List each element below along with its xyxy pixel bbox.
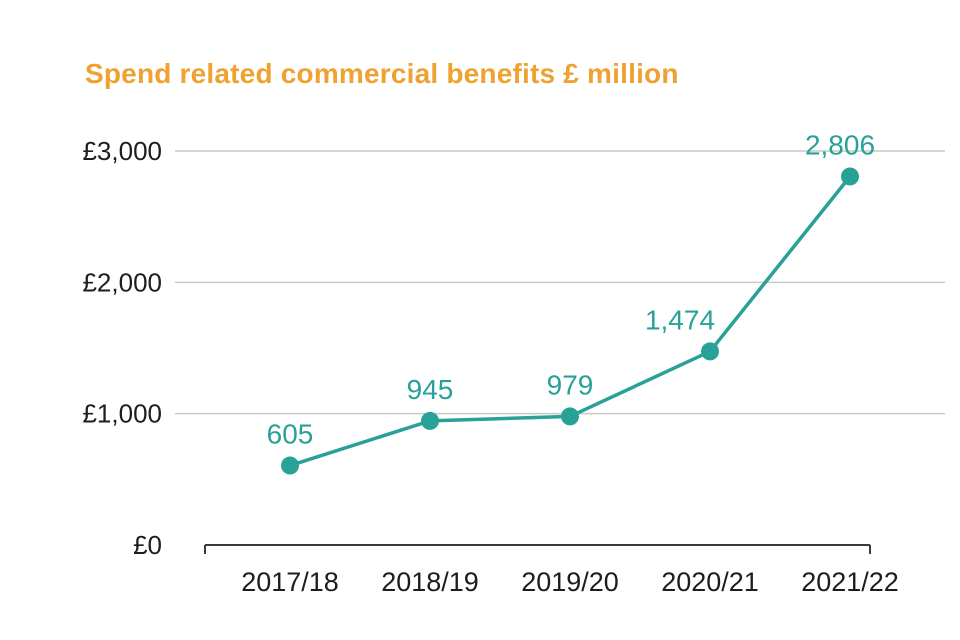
data-point-label: 1,474 <box>645 304 715 335</box>
data-point-label: 979 <box>547 369 594 400</box>
data-point-label: 605 <box>267 419 314 450</box>
data-point <box>281 456 299 475</box>
data-point <box>561 407 579 426</box>
x-axis-tick-label: 2018/19 <box>381 567 479 597</box>
data-point <box>701 342 719 361</box>
y-axis-tick-label: £1,000 <box>82 399 162 429</box>
x-axis-tick-label: 2021/22 <box>801 567 899 597</box>
chart-title: Spend related commercial benefits £ mill… <box>85 58 679 89</box>
data-point <box>421 411 439 430</box>
data-point-label: 2,806 <box>805 129 875 160</box>
y-axis-tick-label: £0 <box>133 530 162 560</box>
x-axis-tick-label: 2017/18 <box>241 567 339 597</box>
y-axis-tick-label: £2,000 <box>82 267 162 297</box>
x-axis-tick-label: 2019/20 <box>521 567 619 597</box>
data-point <box>841 167 859 186</box>
y-axis-tick-label: £3,000 <box>82 136 162 166</box>
x-axis-tick-label: 2020/21 <box>661 567 759 597</box>
data-point-label: 945 <box>407 374 454 405</box>
